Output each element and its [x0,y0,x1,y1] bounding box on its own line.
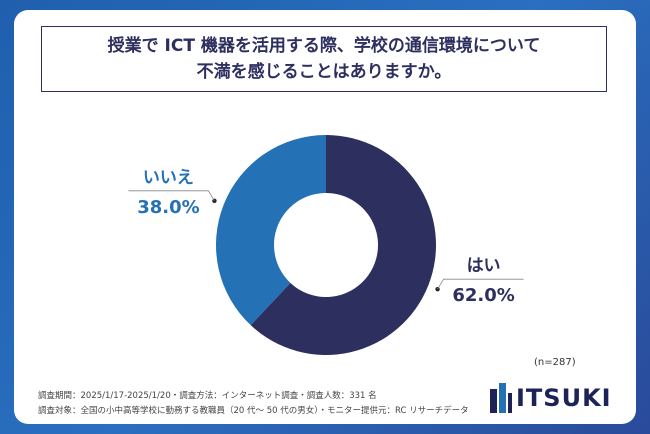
sample-size-label: (n=287) [534,357,576,368]
footnote-survey-period: 調査期間：2025/1/17-2025/1/20・調査方法：インターネット調査・… [38,391,377,401]
leader-line-0 [437,278,524,290]
category-label-1: いいえ [143,168,194,188]
itsuki-logo: ITSUKI [490,381,620,415]
leader-line-1 [128,190,215,202]
footnote-survey-target: 調査対象：全国の小中高等学校に勤務する教職員（20 代〜 50 代の男女）・モニ… [38,406,469,416]
value-label-0: 62.0% [452,285,514,306]
donut-slice-1 [216,135,326,326]
category-label-0: はい [467,256,501,276]
question-title-box: 授業で ICT 機器を活用する際、学校の通信環境について 不満を感じることはあり… [41,26,607,92]
value-label-1: 38.0% [137,197,199,218]
survey-card: 授業で ICT 機器を活用する際、学校の通信環境について 不満を感じることはあり… [14,10,636,424]
donut-slice-0 [250,135,437,355]
question-title-line-1: 授業で ICT 機器を活用する際、学校の通信環境について [107,36,541,56]
question-title-line-2: 不満を感じることはありますか。 [196,62,452,82]
logo-text: ITSUKI [516,384,612,412]
donut-chart: はい 62.0% いいえ 38.0% [128,135,524,355]
logo-mark-icon [490,383,512,413]
